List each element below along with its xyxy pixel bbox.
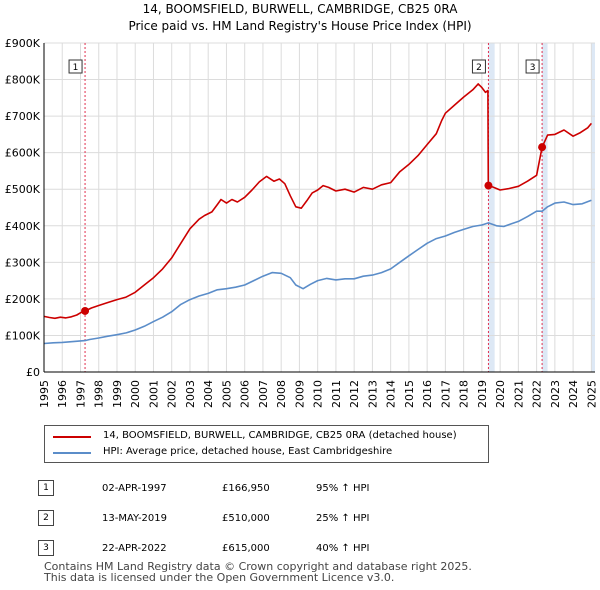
x-tick-label: 2014: [385, 380, 398, 408]
shaded-span: [488, 43, 495, 372]
sale-point: [81, 306, 90, 315]
sale-price: £615,000: [222, 542, 270, 554]
x-tick-label: 2007: [257, 380, 270, 408]
footer-licence: This data is licensed under the Open Gov…: [44, 571, 395, 584]
x-tick-label: 1996: [56, 380, 69, 408]
sale-price: £166,950: [222, 482, 270, 494]
x-tick-label: 2006: [239, 380, 252, 408]
chart-title: 14, BOOMSFIELD, BURWELL, CAMBRIDGE, CB25…: [142, 2, 458, 16]
x-tick-label: 1998: [93, 380, 106, 408]
x-tick-label: 2023: [549, 380, 562, 408]
y-tick-label: £800K: [5, 74, 41, 87]
footer-copyright: Contains HM Land Registry data © Crown c…: [44, 560, 472, 573]
y-tick-label: £100K: [5, 329, 41, 342]
x-tick-label: 2025: [585, 380, 598, 408]
chart-subtitle: Price paid vs. HM Land Registry's House …: [128, 19, 472, 33]
x-tick-label: 1997: [74, 380, 87, 408]
sales-table: 1 02-APR-1997 £166,950 95% ↑ HPI 2 13-MA…: [38, 473, 369, 563]
y-tick-label: £200K: [5, 293, 41, 306]
x-tick-label: 2009: [293, 380, 306, 408]
sale-label-box: [68, 59, 83, 74]
x-tick-label: 2017: [439, 380, 452, 408]
x-tick-label: 2020: [494, 380, 507, 408]
y-tick-label: £600K: [5, 147, 41, 160]
x-tick-label: 2010: [312, 380, 325, 408]
x-tick-label: 1999: [111, 380, 124, 408]
footer: Contains HM Land Registry data © Crown c…: [44, 561, 472, 583]
plot-area: [44, 43, 595, 372]
table-row: 3 22-APR-2022 £615,000 40% ↑ HPI: [38, 533, 369, 563]
legend-label-hpi: HPI: Average price, detached house, East…: [103, 446, 393, 457]
x-tick-label: 2021: [512, 380, 525, 408]
legend-label-property: 14, BOOMSFIELD, BURWELL, CAMBRIDGE, CB25…: [103, 430, 457, 441]
x-tick-label: 2013: [366, 380, 379, 408]
sale-label-text: 2: [476, 63, 482, 73]
x-tick-label: 2012: [348, 380, 361, 408]
x-tick-label: 2001: [147, 380, 160, 408]
shaded-span: [591, 43, 595, 372]
sale-point: [484, 181, 493, 190]
x-tick-label: 2008: [275, 380, 288, 408]
sale-number-3: 3: [38, 540, 54, 556]
x-tick-label: 2015: [403, 380, 416, 408]
sale-hpi-change: 95% ↑ HPI: [316, 482, 370, 494]
x-tick-label: 2002: [166, 380, 179, 408]
table-row: 1 02-APR-1997 £166,950 95% ↑ HPI: [38, 473, 369, 503]
y-tick-label: £300K: [5, 256, 41, 269]
sale-label-box: [471, 59, 486, 74]
y-tick-label: £700K: [5, 110, 41, 123]
price-chart: £0 £100K £200K £300K £400K £500K £600K £700K £80…: [5, 37, 599, 408]
sale-date: 02-APR-1997: [102, 482, 167, 494]
series-line-hpi: [43, 199, 592, 345]
sale-date: 22-APR-2022: [102, 542, 167, 554]
x-tick-label: 2019: [476, 380, 489, 408]
legend-swatch-property: [53, 436, 91, 438]
sale-hpi-change: 40% ↑ HPI: [316, 542, 370, 554]
sale-label-box: [525, 59, 540, 74]
sale-date: 13-MAY-2019: [102, 512, 168, 524]
sale-label-text: 1: [73, 63, 79, 73]
sale-price: £510,000: [222, 512, 270, 524]
x-tick-label: 2018: [458, 380, 471, 408]
x-tick-label: 2011: [330, 380, 343, 408]
x-tick-label: 2022: [531, 380, 544, 408]
chart-legend: 14, BOOMSFIELD, BURWELL, CAMBRIDGE, CB25…: [44, 425, 489, 463]
x-tick-label: 1995: [38, 380, 51, 408]
shaded-span: [542, 43, 548, 372]
y-tick-label: £400K: [5, 220, 41, 233]
y-tick-label: £500K: [5, 183, 41, 196]
sale-hpi-change: 25% ↑ HPI: [316, 512, 370, 524]
legend-swatch-hpi: [53, 452, 91, 454]
sale-number-1: 1: [38, 480, 54, 496]
sale-label-text: 3: [530, 63, 536, 73]
sale-point: [538, 143, 547, 152]
y-tick-label: £0: [26, 366, 40, 379]
table-row: 2 13-MAY-2019 £510,000 25% ↑ HPI: [38, 503, 369, 533]
y-tick-label: £900K: [5, 37, 41, 50]
x-tick-label: 2005: [220, 380, 233, 408]
x-tick-label: 2016: [421, 380, 434, 408]
x-tick-label: 2004: [202, 380, 215, 408]
sale-number-2: 2: [38, 510, 54, 526]
x-tick-label: 2024: [567, 380, 580, 408]
x-tick-label: 2000: [129, 380, 142, 408]
x-tick-label: 2003: [184, 380, 197, 408]
